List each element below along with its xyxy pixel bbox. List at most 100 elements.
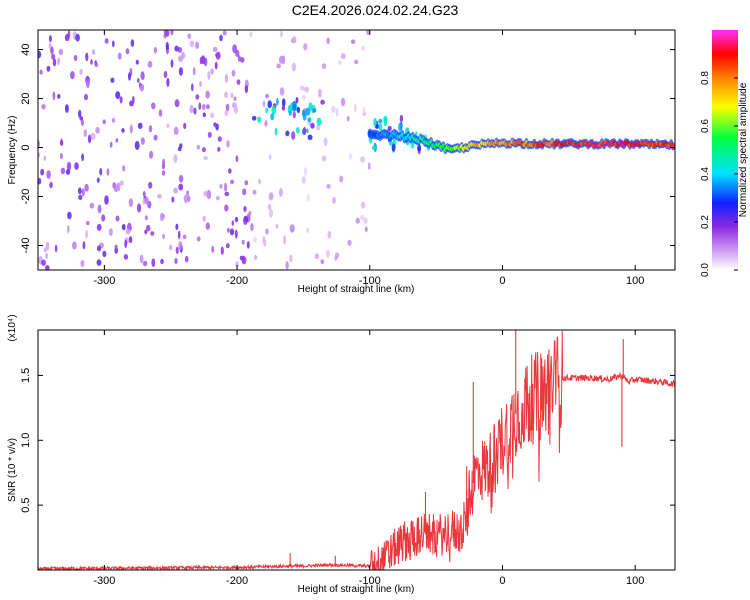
spectrogram-speckle xyxy=(139,83,145,92)
spectrogram-speckle xyxy=(41,104,46,110)
colorbar-tick-label: 0.6 xyxy=(700,119,711,133)
spectrogram-speckle xyxy=(50,46,54,55)
spectrogram-x-ticks: -300 -200 -100 0 100 xyxy=(93,30,644,287)
colorbar-tick-label: 0.4 xyxy=(700,167,711,181)
spectrogram-speckle xyxy=(234,229,238,239)
spectrogram-speckle xyxy=(366,30,370,36)
spectrogram-speckle xyxy=(144,229,148,235)
spectrogram-speckle xyxy=(267,100,273,109)
y-tick-label: 1.5 xyxy=(20,368,32,383)
spectrogram-speckle xyxy=(262,100,266,108)
spectrogram-x-axis-label: Height of straight line (km) xyxy=(298,284,415,295)
spectrogram-speckle xyxy=(166,77,170,87)
spectrogram-speckle xyxy=(193,107,197,115)
spectrogram-y-ticks: -40 -20 0 20 40 xyxy=(20,43,675,253)
spectrogram-speckle xyxy=(355,217,360,224)
spectrogram-speckle xyxy=(222,30,227,36)
spectrogram-speckle xyxy=(417,144,422,152)
spectrogram-speckle xyxy=(177,230,181,240)
spectrogram-speckle xyxy=(251,115,257,121)
spectrogram-speckle xyxy=(149,150,154,159)
spectrogram-speckle xyxy=(354,59,359,65)
spectrogram-speckle xyxy=(184,255,189,263)
colorbar-tick-label: 0.8 xyxy=(700,71,711,85)
spectrogram-speckle xyxy=(114,244,118,249)
spectrogram-speckle xyxy=(121,223,126,231)
spectrogram-speckle xyxy=(350,39,356,44)
spectrogram-speckle xyxy=(383,117,388,127)
spectrogram-speckle xyxy=(288,110,292,116)
spectrogram-speckle xyxy=(210,68,214,75)
spectrogram-speckle xyxy=(303,126,306,135)
spectrogram-speckle xyxy=(215,51,221,60)
spectrogram-speckle xyxy=(264,120,268,127)
spectrogram-speckle xyxy=(78,109,82,118)
spectrogram-speckle xyxy=(253,236,257,243)
spectrogram-speckle xyxy=(65,169,71,175)
spectrogram-speckle xyxy=(340,97,346,107)
spectrogram-speckle xyxy=(252,189,257,195)
spectrogram-speckle xyxy=(219,34,223,42)
spectrogram-speckle xyxy=(81,153,84,162)
spectrogram-speckle xyxy=(364,226,368,232)
spectrogram-speckle xyxy=(46,65,51,72)
spectrogram-speckle xyxy=(52,91,56,101)
spectrogram-speckle xyxy=(128,198,134,208)
spectrogram-speckle xyxy=(268,154,272,160)
spectrogram-speckle xyxy=(170,30,174,36)
snr-plot-area xyxy=(38,330,675,570)
spectrogram-speckle xyxy=(75,33,80,42)
spectrogram-speckle xyxy=(224,191,230,197)
spectrogram-speckle xyxy=(265,107,269,114)
spectrogram-speckle xyxy=(121,128,125,133)
spectrogram-speckle xyxy=(109,141,113,148)
spectrogram-speckle xyxy=(320,99,325,105)
spectrogram-speckle xyxy=(146,224,151,232)
spectrogram-speckle xyxy=(299,85,305,91)
spectrogram-speckle xyxy=(391,143,396,152)
spectrogram-speckle xyxy=(307,117,312,123)
spectrogram-speckle xyxy=(244,180,249,186)
spectrogram-speckle xyxy=(170,59,174,68)
spectrogram-speckle xyxy=(41,259,46,266)
spectrogram-speckle xyxy=(281,98,286,107)
spectrogram-speckle xyxy=(45,252,48,259)
spectrogram-speckle xyxy=(104,195,109,205)
spectrogram-speckle xyxy=(269,208,273,218)
spectrogram-speckle xyxy=(175,223,179,230)
spectrogram-speckle xyxy=(206,104,210,110)
spectrogram-speckle xyxy=(38,50,42,59)
spectrogram-speckle xyxy=(57,94,61,99)
spectrogram-speckle xyxy=(283,235,287,245)
snr-frame xyxy=(37,329,676,571)
spectrogram-speckle xyxy=(306,128,309,134)
spectrogram-speckle xyxy=(291,62,297,72)
spectrogram-speckle xyxy=(115,138,119,143)
spectrogram-speckle xyxy=(195,41,200,49)
y-tick-label: 20 xyxy=(20,92,32,104)
spectrogram-speckle xyxy=(270,113,275,121)
spectrogram-speckle xyxy=(134,140,140,150)
spectrogram-speckle xyxy=(80,119,84,126)
spectrogram-speckle xyxy=(212,46,218,53)
spectrogram-speckle xyxy=(304,86,310,93)
spectrogram-speckle xyxy=(234,216,239,223)
spectrogram-speckle xyxy=(318,88,322,98)
spectrogram-speckle xyxy=(178,67,183,76)
spectrogram-speckle xyxy=(124,239,128,249)
spectrogram-speckle xyxy=(80,260,85,267)
y-tick-label: 0 xyxy=(20,144,32,150)
snr-x-axis-label: Height of straight line (km) xyxy=(298,584,415,595)
spectrogram-speckle xyxy=(206,189,212,200)
spectrogram-speckle xyxy=(307,134,313,141)
spectrogram-speckle xyxy=(276,97,279,106)
spectrogram-speckle xyxy=(178,174,184,183)
spectrogram-speckle xyxy=(202,103,206,111)
spectrogram-speckle xyxy=(192,67,196,76)
spectrogram-speckle xyxy=(90,132,96,140)
spectrogram-speckle xyxy=(335,252,340,259)
spectrogram-speckle xyxy=(144,215,148,221)
spectrogram-speckle xyxy=(148,181,153,189)
spectrogram-speckle xyxy=(169,244,173,251)
spectrogram-speckle xyxy=(224,74,228,83)
